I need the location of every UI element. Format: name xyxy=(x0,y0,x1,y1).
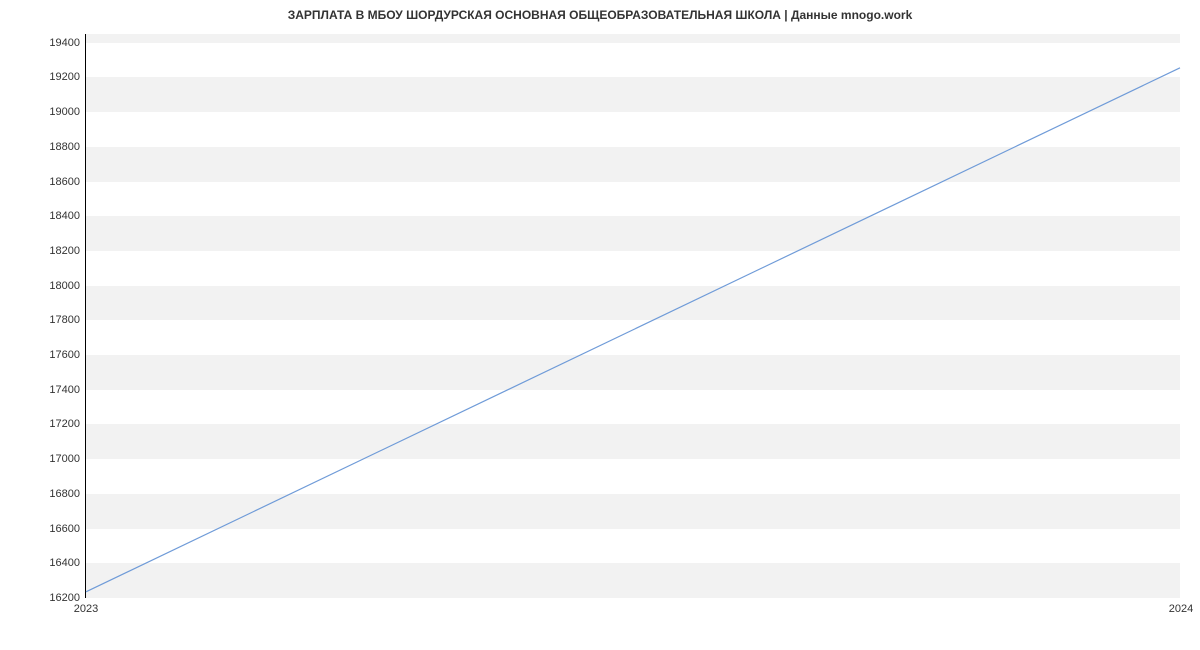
y-tick-label: 19000 xyxy=(49,106,80,118)
chart-line-layer xyxy=(86,34,1180,597)
series-line-salary xyxy=(86,68,1180,592)
y-tick-label: 18200 xyxy=(49,245,80,257)
y-tick-label: 16600 xyxy=(49,523,80,535)
y-tick-label: 18400 xyxy=(49,210,80,222)
y-tick-label: 17600 xyxy=(49,349,80,361)
y-tick-label: 17400 xyxy=(49,384,80,396)
y-tick-label: 18800 xyxy=(49,141,80,153)
y-tick-label: 19200 xyxy=(49,71,80,83)
y-tick-label: 16400 xyxy=(49,557,80,569)
x-tick-label: 2024 xyxy=(1169,603,1193,615)
chart-title: ЗАРПЛАТА В МБОУ ШОРДУРСКАЯ ОСНОВНАЯ ОБЩЕ… xyxy=(0,8,1200,22)
y-tick-label: 17200 xyxy=(49,418,80,430)
y-tick-label: 16800 xyxy=(49,488,80,500)
y-tick-label: 18600 xyxy=(49,176,80,188)
y-tick-label: 17800 xyxy=(49,314,80,326)
salary-line-chart: ЗАРПЛАТА В МБОУ ШОРДУРСКАЯ ОСНОВНАЯ ОБЩЕ… xyxy=(0,0,1200,650)
y-tick-label: 19400 xyxy=(49,37,80,49)
y-tick-label: 18000 xyxy=(49,280,80,292)
y-tick-label: 17000 xyxy=(49,453,80,465)
x-tick-label: 2023 xyxy=(74,603,98,615)
plot-area: 1620016400166001680017000172001740017600… xyxy=(85,34,1180,598)
